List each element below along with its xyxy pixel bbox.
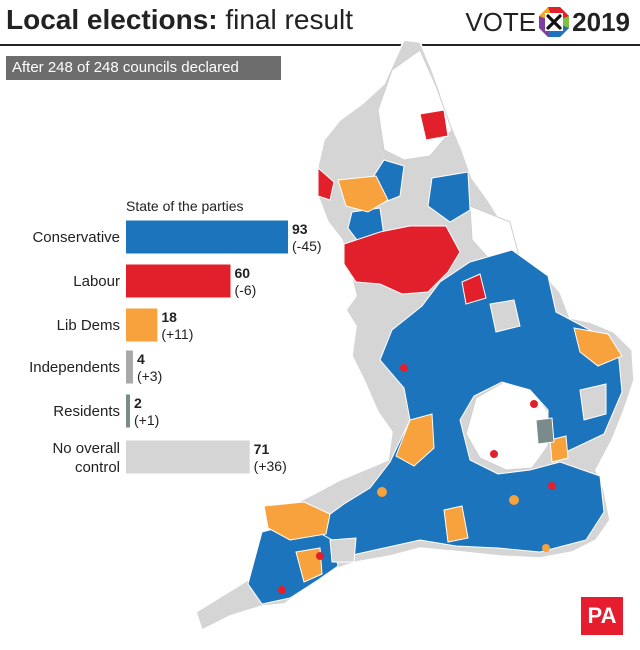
title-bold: Local elections: [6, 4, 218, 35]
labour-north-east [419, 109, 449, 141]
change-label-labour: (-6) [235, 282, 257, 298]
labour-dot [316, 552, 324, 560]
libdem-cumbria [337, 175, 389, 213]
chart-title: State of the parties [126, 198, 244, 214]
category-label-line: Labour [73, 273, 120, 290]
header-rule [0, 44, 640, 46]
value-label-residents: 2 [134, 395, 142, 411]
bar-independents [126, 350, 133, 384]
category-label-line: No overall [52, 440, 120, 457]
bar-residents [126, 394, 130, 428]
labour-north [343, 225, 461, 295]
change-label-no-overall-control: (+36) [254, 458, 287, 474]
libdem-somerset [263, 501, 331, 541]
value-label-no-overall-control: 71 [254, 441, 270, 457]
noc-gray-south [329, 537, 357, 563]
labour-cumbria [317, 166, 335, 201]
libdem-dot [377, 487, 387, 497]
libdem-dot [542, 544, 550, 552]
labour-dot [278, 586, 286, 594]
libdem-chelmsford [549, 435, 569, 463]
category-label-line: Lib Dems [57, 317, 120, 334]
libdem-cotswolds [395, 413, 435, 467]
labour-dot [530, 400, 538, 408]
category-label-line: Residents [53, 403, 120, 420]
change-label-residents: (+1) [134, 412, 159, 428]
libdem-south [443, 505, 469, 543]
vote-year: 2019 [572, 6, 630, 37]
category-label-conservative: Conservative [32, 229, 120, 246]
value-label-conservative: 93 [292, 221, 308, 237]
libdem-east-anglia [573, 327, 623, 367]
category-label-lib-dems: Lib Dems [57, 317, 120, 334]
labour-dot [548, 482, 556, 490]
bar-lib-dems [126, 308, 158, 342]
labour-dot [400, 364, 408, 372]
value-label-independents: 4 [137, 351, 145, 367]
category-label-independents: Independents [29, 359, 120, 376]
labour-lincs [461, 273, 487, 305]
change-label-independents: (+3) [137, 368, 162, 384]
pa-logo: PA [581, 597, 623, 635]
category-label-line: control [75, 459, 120, 476]
bar-labour [126, 264, 231, 298]
category-label-residents: Residents [53, 403, 120, 420]
libdem-devon [295, 547, 323, 583]
category-label-line: Conservative [32, 229, 120, 246]
conservative-midlands [299, 249, 623, 561]
vote-2019-logo: VOTE 2019 [465, 6, 630, 38]
change-label-conservative: (-45) [292, 238, 322, 254]
ballot-cross-icon [539, 7, 570, 37]
libdem-dot [509, 495, 519, 505]
bar-conservative [126, 220, 288, 254]
change-label-lib-dems: (+11) [161, 326, 193, 342]
residents-area [535, 417, 555, 445]
category-label-line: Independents [29, 359, 120, 376]
page-title: Local elections: final result [6, 4, 353, 36]
councils-declared-banner: After 248 of 248 councils declared [6, 56, 281, 80]
bar-no-overall-control [126, 440, 250, 474]
title-light: final result [225, 4, 354, 35]
noc-gray-east [579, 383, 607, 421]
labour-dot [490, 450, 498, 458]
category-label-no-overall-control: No overall control [52, 440, 120, 476]
vote-word: VOTE [465, 6, 537, 37]
noc-gray-midlands [489, 299, 521, 333]
value-label-lib-dems: 18 [161, 309, 177, 325]
conservative-north-east [427, 171, 471, 223]
category-label-labour: Labour [73, 273, 120, 290]
value-label-labour: 60 [235, 265, 251, 281]
